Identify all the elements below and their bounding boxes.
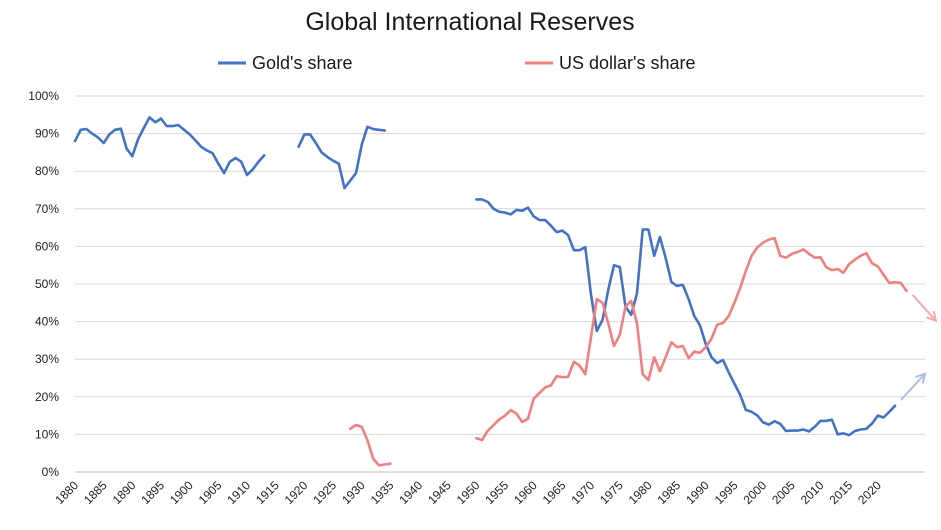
y-tick-label: 60% [35, 239, 59, 253]
x-tick-label: 1885 [81, 478, 110, 507]
x-tick-label: 1970 [568, 478, 597, 507]
x-tick-label: 1940 [396, 478, 425, 507]
y-tick-label: 40% [35, 315, 59, 329]
x-tick-label: 1975 [597, 478, 626, 507]
y-tick-label: 20% [35, 390, 59, 404]
y-tick-label: 70% [35, 202, 59, 216]
gold-trend-arrow [900, 372, 927, 401]
x-tick-label: 2005 [769, 478, 798, 507]
x-tick-label: 1895 [138, 478, 167, 507]
gold-share-line [297, 125, 386, 190]
x-tick-label: 1960 [511, 478, 540, 507]
y-axis-ticks: 0% 10% 20% 30% 40% 50% 60% 70% 80% 90% 100% [28, 89, 59, 479]
trend-arrows [900, 294, 938, 401]
gridlines [75, 95, 925, 473]
gold-share-line [475, 198, 897, 437]
x-tick-label: 1995 [712, 478, 741, 507]
usd-share-line [475, 236, 908, 442]
x-tick-label: 1905 [196, 478, 225, 507]
x-tick-label: 1955 [482, 478, 511, 507]
x-axis-ticks: 1880 1885 1890 1895 1900 1905 1910 1915 1920 1925… [52, 478, 884, 507]
x-tick-label: 1945 [425, 478, 454, 507]
x-tick-label: 1880 [52, 478, 81, 507]
y-tick-label: 80% [35, 164, 59, 178]
usd-share-line [348, 423, 392, 467]
x-tick-label: 1900 [167, 478, 196, 507]
y-tick-label: 50% [35, 277, 59, 291]
x-tick-label: 1950 [454, 478, 483, 507]
x-tick-label: 1935 [368, 478, 397, 507]
x-tick-label: 2015 [826, 478, 855, 507]
x-tick-label: 1910 [224, 478, 253, 507]
x-tick-label: 1890 [110, 478, 139, 507]
y-tick-label: 0% [42, 465, 60, 479]
x-tick-label: 1980 [626, 478, 655, 507]
y-tick-label: 10% [35, 427, 59, 441]
x-tick-label: 1925 [310, 478, 339, 507]
y-tick-label: 90% [35, 127, 59, 141]
y-tick-label: 100% [28, 89, 59, 103]
legend: Gold's share US dollar's share [218, 53, 696, 73]
x-tick-label: 1915 [253, 478, 282, 507]
series-lines [73, 116, 908, 467]
usd-trend-arrow [911, 294, 938, 323]
legend-label-usd: US dollar's share [559, 53, 696, 73]
x-tick-label: 1920 [282, 478, 311, 507]
x-tick-label: 2020 [855, 478, 884, 507]
x-tick-label: 2000 [740, 478, 769, 507]
y-tick-label: 30% [35, 352, 59, 366]
x-tick-label: 1965 [540, 478, 569, 507]
x-tick-label: 1930 [339, 478, 368, 507]
x-tick-label: 1990 [683, 478, 712, 507]
x-tick-label: 2010 [798, 478, 827, 507]
gold-share-line [73, 116, 266, 177]
legend-label-gold: Gold's share [252, 53, 353, 73]
x-tick-label: 1985 [654, 478, 683, 507]
chart-title: Global International Reserves [305, 8, 634, 36]
